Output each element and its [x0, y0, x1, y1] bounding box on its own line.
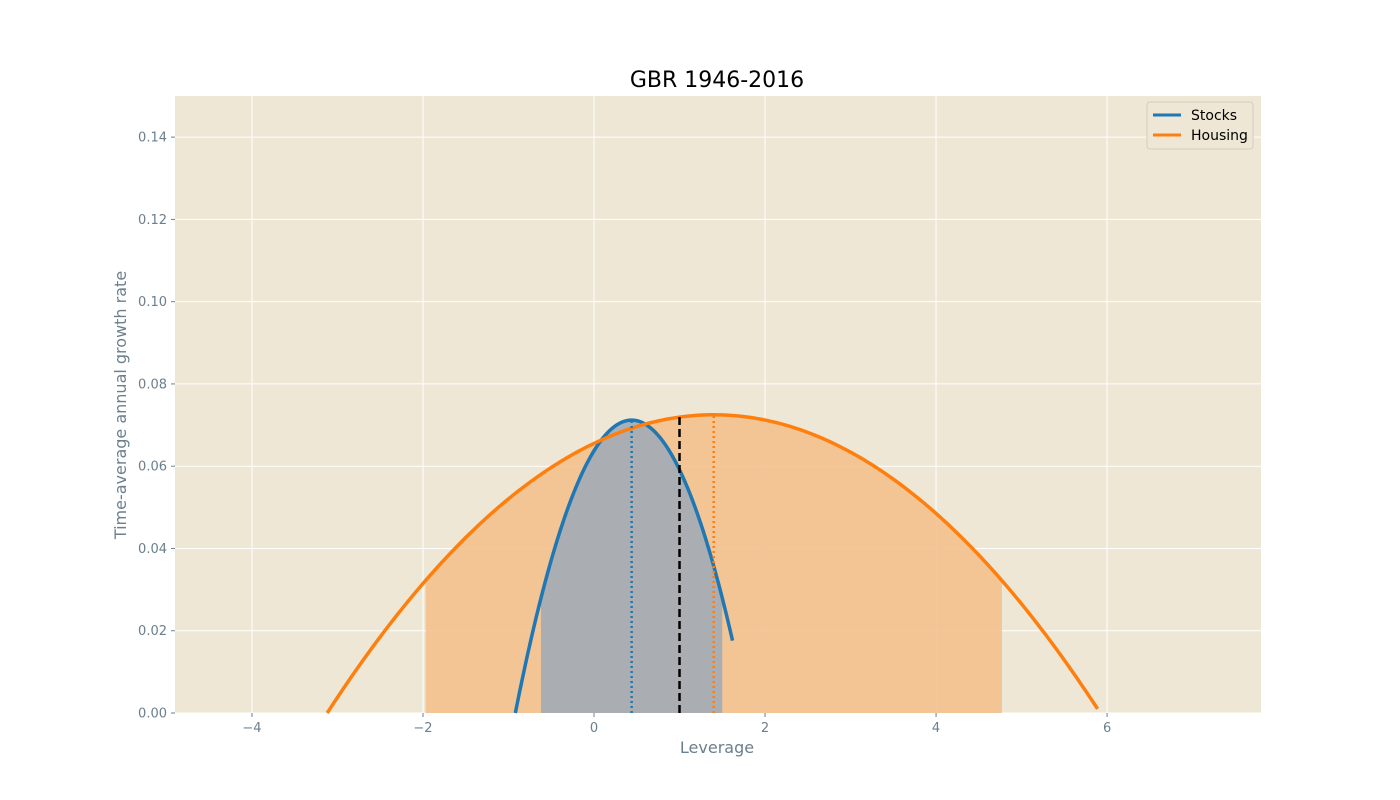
- x-tick-label: 2: [761, 721, 769, 736]
- series-curves: [325, 413, 1100, 714]
- y-tick-label: 0.10: [138, 295, 167, 310]
- chart-title: GBR 1946-2016: [630, 68, 804, 93]
- y-tick-label: 0.04: [138, 542, 167, 557]
- legend: Stocks Housing: [1146, 101, 1254, 150]
- series-line-housing: [325, 413, 1100, 714]
- y-tick-label: 0.12: [138, 213, 167, 228]
- series-line-stocks: [513, 418, 735, 714]
- x-tick-label: 0: [590, 721, 598, 736]
- y-tick-label: 0.02: [138, 624, 167, 639]
- y-tick-label: 0.08: [138, 377, 167, 392]
- x-tick-label: 4: [932, 721, 940, 736]
- y-tick-label: 0.00: [138, 707, 167, 722]
- y-axis-label: Time-average annual growth rate: [111, 271, 130, 540]
- legend-label-stocks: Stocks: [1191, 108, 1237, 124]
- y-tick-label: 0.14: [138, 131, 167, 146]
- x-tick-label: 6: [1103, 721, 1111, 736]
- y-tick-label: 0.06: [138, 460, 167, 475]
- tick-labels: −4 −2 0 2 4 6 0.00 0.02 0.04 0.06 0.08 0.10 0.12 0.14: [138, 131, 1111, 736]
- x-tick-label: −2: [413, 721, 432, 736]
- legend-label-housing: Housing: [1191, 128, 1248, 144]
- x-tick-label: −4: [242, 721, 261, 736]
- x-axis-label: Leverage: [680, 738, 754, 757]
- optimum-markers: [630, 414, 715, 713]
